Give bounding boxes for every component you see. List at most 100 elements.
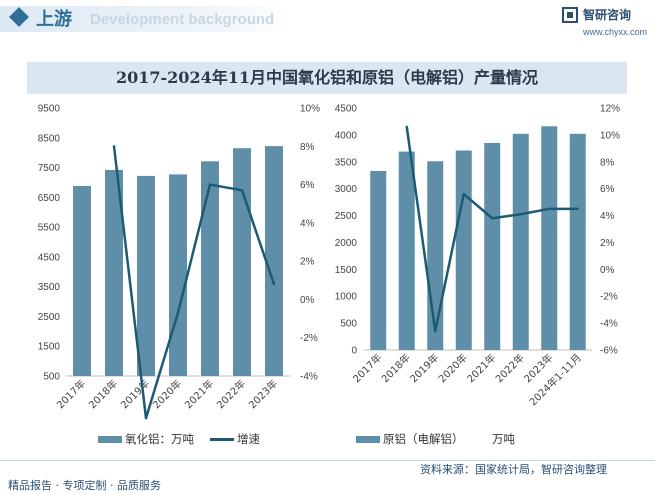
- bar: [484, 142, 501, 350]
- chart-title: 2017-2024年11月中国氧化铝和原铝（电解铝）产量情况: [27, 62, 627, 94]
- bar: [541, 126, 558, 350]
- bar: [73, 186, 91, 376]
- y-left-tick-label: 4000: [335, 130, 358, 141]
- section-subtitle: Development background: [90, 11, 275, 28]
- x-tick-label: 2022年: [214, 377, 248, 411]
- y-right-tick-label: 2%: [600, 238, 615, 249]
- x-tick-label: 2023年: [246, 377, 280, 411]
- growth-point: [576, 207, 579, 211]
- y-left-tick-label: 500: [43, 372, 60, 383]
- y-left-tick-label: 8500: [38, 133, 61, 144]
- growth-point: [434, 329, 437, 333]
- legend-label: 氧化铝：万吨: [125, 432, 194, 446]
- bar: [105, 169, 123, 376]
- growth-line: [112, 146, 276, 420]
- y-right-tick-label: 4%: [600, 211, 615, 222]
- y-right-tick-label: 8%: [300, 142, 315, 153]
- y-right-tick-label: 12%: [600, 104, 620, 115]
- y-left-tick-label: 3500: [38, 282, 61, 293]
- legend-bar-swatch: [356, 436, 380, 443]
- growth-point: [548, 207, 551, 211]
- y-right-tick-label: -2%: [300, 333, 318, 344]
- bar: [427, 161, 444, 350]
- y-right-tick-label: 0%: [600, 265, 615, 276]
- x-tick-label: 2021年: [182, 377, 216, 411]
- legend-extra-unit: 万吨: [492, 432, 515, 446]
- bar: [569, 133, 586, 350]
- brand-logo-icon: [562, 7, 578, 23]
- growth-point: [144, 416, 148, 420]
- y-left-tick-label: 1000: [335, 292, 358, 303]
- bar: [169, 174, 187, 376]
- y-left-tick-label: 2500: [38, 312, 61, 323]
- header-band: [0, 6, 290, 32]
- bar: [512, 133, 529, 350]
- x-tick-label: 2021年: [464, 351, 498, 385]
- y-right-tick-label: 6%: [300, 180, 315, 191]
- x-tick-label: 2020年: [436, 351, 470, 385]
- legend-item-left-bar: 氧化铝：万吨: [98, 431, 194, 447]
- bar: [265, 146, 283, 376]
- legend-line-swatch: [210, 438, 234, 441]
- brand-url: www.chyxx.com: [583, 27, 648, 37]
- growth-point: [112, 145, 116, 148]
- x-tick-label: 2020年: [150, 377, 184, 411]
- y-right-tick-label: 8%: [600, 157, 615, 168]
- y-left-tick-label: 4500: [335, 104, 358, 115]
- growth-point: [405, 125, 408, 129]
- bar: [137, 175, 155, 376]
- brand-name: 智研咨询: [583, 8, 632, 22]
- y-left-tick-label: 4500: [38, 252, 61, 263]
- legend-label: 原铝（电解铝）: [383, 432, 464, 446]
- growth-point: [462, 192, 465, 196]
- growth-point: [176, 311, 180, 315]
- y-right-tick-label: 10%: [300, 104, 320, 115]
- growth-point: [272, 282, 276, 286]
- y-left-tick-label: 500: [340, 319, 357, 330]
- growth-point: [240, 189, 244, 192]
- bar: [233, 148, 251, 376]
- footer-tagline: 精品报告 · 专项定制 · 品质服务: [8, 479, 161, 492]
- y-right-tick-label: -4%: [300, 372, 318, 383]
- x-tick-label: 2019年: [407, 351, 441, 385]
- y-right-tick-label: 4%: [300, 218, 315, 229]
- y-right-tick-label: 6%: [600, 184, 615, 195]
- legend-label: 增速: [237, 432, 260, 446]
- y-left-tick-label: 5500: [38, 223, 61, 234]
- y-left-tick-label: 2500: [335, 211, 358, 222]
- y-left-tick-label: 1500: [335, 265, 358, 276]
- growth-point: [208, 183, 212, 186]
- y-left-tick-label: 6500: [38, 193, 61, 204]
- x-tick-label: 2022年: [493, 351, 527, 385]
- legend-item-right-bar: 原铝（电解铝）: [356, 431, 464, 447]
- footer: 精品报告 · 专项定制 · 品质服务 资料来源：国家统计局，智研咨询整理: [0, 460, 655, 495]
- y-left-tick-label: 9500: [38, 104, 61, 115]
- y-left-tick-label: 1500: [38, 342, 61, 353]
- bar: [398, 151, 415, 350]
- section-title: 上游: [36, 9, 72, 30]
- bar: [455, 150, 472, 350]
- bar: [370, 170, 387, 350]
- bar: [201, 161, 219, 376]
- legend-bar-swatch: [98, 436, 122, 443]
- growth-point: [491, 217, 494, 220]
- y-right-tick-label: 2%: [300, 257, 315, 268]
- y-left-tick-label: 3500: [335, 157, 358, 168]
- footer-source: 资料来源：国家统计局，智研咨询整理: [420, 463, 607, 476]
- growth-point: [519, 213, 522, 216]
- x-tick-label: 2018年: [379, 351, 413, 385]
- x-tick-label: 2018年: [86, 377, 120, 411]
- y-right-tick-label: 10%: [600, 130, 620, 141]
- legend-item-left-line: 增速: [210, 431, 260, 447]
- x-tick-label: 2019年: [118, 377, 152, 411]
- y-left-tick-label: 2000: [335, 238, 358, 249]
- y-left-tick-label: 3000: [335, 184, 358, 195]
- y-right-tick-label: -2%: [600, 292, 618, 303]
- y-right-tick-label: 0%: [300, 295, 315, 306]
- y-right-tick-label: -4%: [600, 319, 618, 330]
- y-right-tick-label: -6%: [600, 346, 618, 357]
- y-left-tick-label: 0: [351, 346, 357, 357]
- y-left-tick-label: 7500: [38, 163, 61, 174]
- header: 上游 Development background 智研咨询 www.chyxx…: [0, 0, 655, 40]
